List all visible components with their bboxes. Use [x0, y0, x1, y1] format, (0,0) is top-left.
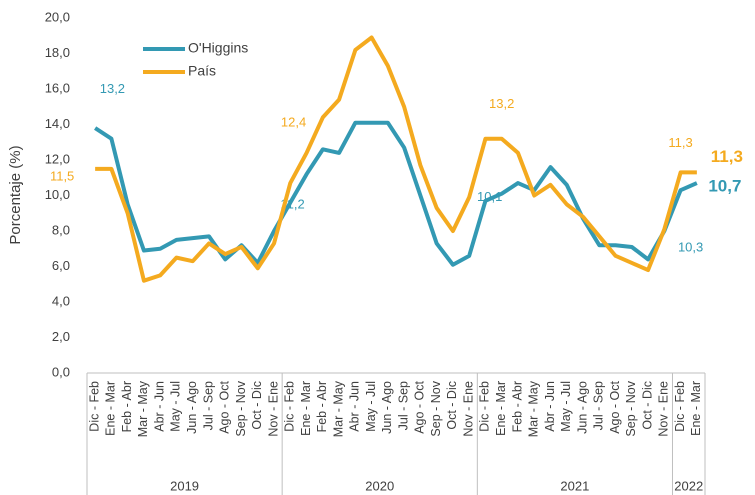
y-tick-label: 8,0 — [52, 222, 70, 237]
x-tick-label: Mar - May — [527, 380, 541, 437]
x-tick-label: Jul - Sep — [201, 381, 215, 430]
group-label: 2020 — [365, 478, 394, 493]
x-tick-label: Jun - Ago — [185, 381, 199, 434]
x-tick-label: Jul - Sep — [396, 381, 410, 430]
series-line — [94, 120, 698, 267]
data-label: 12,4 — [281, 114, 306, 129]
x-tick-label: May - Jul — [559, 381, 573, 432]
y-tick-label: 20,0 — [45, 9, 70, 24]
x-tick-label: Ago - Oct — [608, 380, 622, 433]
y-tick-label: 10,0 — [45, 187, 70, 202]
x-tick-label: Feb - Abr — [120, 381, 134, 432]
x-tick-label: Oct - Dic — [445, 381, 459, 430]
x-tick-label: Ago - Oct — [218, 380, 232, 433]
x-tick-label: Nov - Ene — [266, 381, 280, 437]
group-label: 2022 — [674, 478, 703, 493]
x-tick-label: Jul - Sep — [592, 381, 606, 430]
x-tick-label: Sep - Nov — [234, 380, 248, 436]
data-label: 11,5 — [50, 168, 74, 183]
x-tick-label: Dic - Feb — [673, 381, 687, 432]
x-tick-label: Ago - Oct — [413, 380, 427, 433]
data-label: 10,3 — [678, 240, 703, 255]
x-tick-label: Nov - Ene — [657, 381, 671, 437]
legend-label: País — [188, 63, 216, 79]
x-tick-label: Jun - Ago — [575, 381, 589, 434]
x-tick-label: Feb - Abr — [315, 381, 329, 432]
data-label: 10,7 — [708, 177, 741, 196]
x-tick-label: May - Jul — [364, 381, 378, 432]
series-line — [95, 35, 697, 283]
x-tick-label: Dic - Feb — [87, 381, 101, 432]
data-label: 13,2 — [489, 96, 514, 111]
x-tick-label: Abr - Jun — [543, 381, 557, 432]
x-tick-label: Dic - Feb — [283, 381, 297, 432]
data-label: 11,3 — [668, 135, 692, 150]
x-tick-label: Sep - Nov — [429, 380, 443, 436]
x-tick-label: Jun - Ago — [380, 381, 394, 434]
x-tick-label: Ene - Mar — [299, 381, 313, 436]
legend-label: O'Higgins — [188, 40, 248, 56]
group-label: 2019 — [170, 478, 199, 493]
x-tick-label: May - Jul — [169, 381, 183, 432]
x-tick-label: Oct - Dic — [640, 381, 654, 430]
x-tick-label: Dic - Feb — [478, 381, 492, 432]
x-tick-label: Sep - Nov — [624, 380, 638, 436]
x-tick-label: Feb - Abr — [510, 381, 524, 432]
x-tick-label: Mar - May — [331, 380, 345, 437]
y-tick-label: 6,0 — [52, 258, 70, 273]
y-tick-label: 0,0 — [52, 364, 70, 379]
x-tick-label: Mar - May — [136, 380, 150, 437]
y-tick-label: 12,0 — [45, 151, 70, 166]
data-label: 10,1 — [477, 189, 502, 204]
x-tick-label: Abr - Jun — [348, 381, 362, 432]
x-tick-label: Ene - Mar — [689, 381, 703, 436]
x-tick-label: Ene - Mar — [494, 381, 508, 436]
y-tick-label: 18,0 — [45, 45, 70, 60]
x-tick-label: Ene - Mar — [104, 381, 118, 436]
y-tick-label: 2,0 — [52, 329, 70, 344]
y-tick-label: 16,0 — [45, 80, 70, 95]
x-tick-label: Oct - Dic — [250, 381, 264, 430]
y-tick-label: 14,0 — [45, 116, 70, 131]
data-label: 11,3 — [711, 147, 743, 166]
group-label: 2021 — [560, 478, 589, 493]
x-tick-label: Nov - Ene — [461, 381, 475, 437]
y-tick-label: 4,0 — [52, 293, 70, 308]
y-axis-title: Porcentaje (%) — [7, 145, 24, 244]
data-label: 13,2 — [100, 81, 125, 96]
x-tick-label: Abr - Jun — [152, 381, 166, 432]
